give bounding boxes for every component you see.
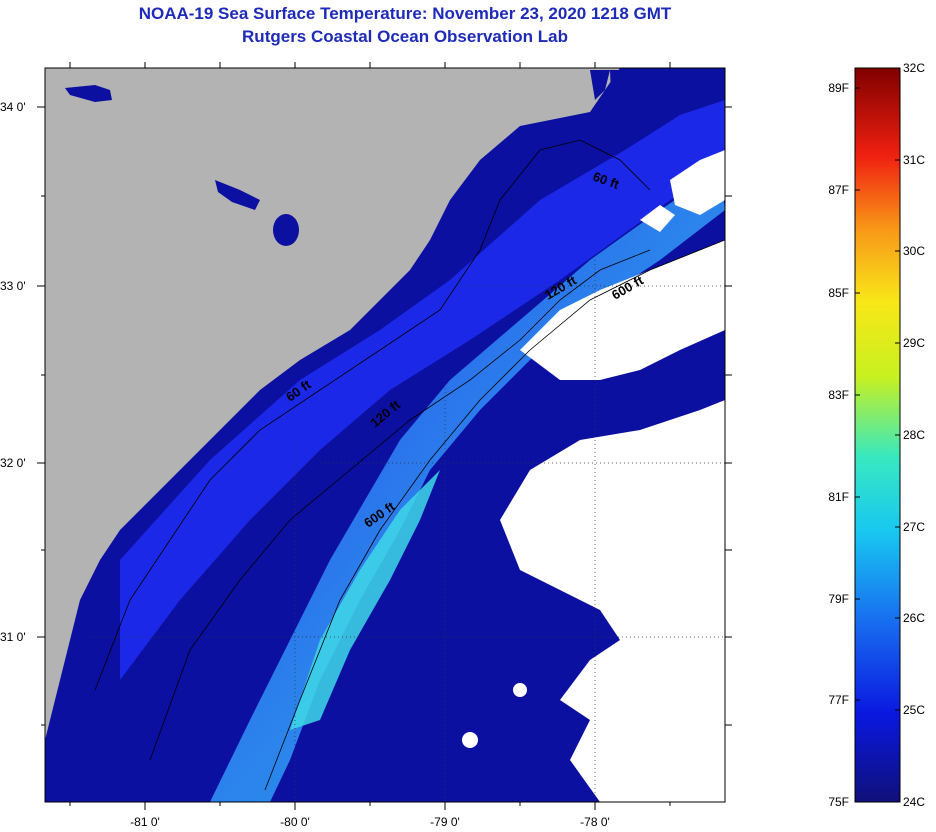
colorbar-f-label: 75F <box>828 795 849 809</box>
lon-tick-label: -79 0' <box>430 815 460 829</box>
colorbar-c-label: 26C <box>903 611 925 625</box>
sound-water <box>610 70 640 120</box>
colorbar-f-label: 81F <box>828 490 849 504</box>
graticule <box>90 260 725 802</box>
colorbar-f-label: 83F <box>828 388 849 402</box>
colorbar-c-label: 31C <box>903 153 925 167</box>
colorbar-c-label: 27C <box>903 520 925 534</box>
colorbar-f-label: 89F <box>828 81 849 95</box>
warm-core <box>290 470 440 730</box>
land-area <box>45 68 620 740</box>
lon-tick-label: -81 0' <box>130 815 160 829</box>
lat-tick-label: 34 0' <box>0 100 26 114</box>
inland-water <box>215 180 260 210</box>
lat-tick-label: 31 0' <box>0 630 26 644</box>
map-panel: 60 ft 120 ft 600 ft 60 ft 120 ft 600 ft <box>45 68 725 802</box>
lon-tick-label: -80 0' <box>280 815 310 829</box>
map-title: NOAA-19 Sea Surface Temperature: Novembe… <box>138 4 672 23</box>
colorbar-f-label: 85F <box>828 286 849 300</box>
inland-water <box>65 85 112 102</box>
colorbar-c-label: 29C <box>903 336 925 350</box>
cloud-cover <box>462 150 725 802</box>
lat-tick-label: 32 0' <box>0 456 26 470</box>
lake-marion <box>273 214 299 246</box>
gulf-stream-plume <box>210 170 725 802</box>
lon-tick-label: -78 0' <box>580 815 610 829</box>
colorbar-c-label: 24C <box>903 795 925 809</box>
colorbar-c-label: 30C <box>903 244 925 258</box>
colorbar-gradient <box>854 67 901 803</box>
temperature-colorbar: 89F 87F 85F 83F 81F 79F 77F 75F 32C 31C … <box>828 61 925 809</box>
bathymetry-contours <box>94 139 725 791</box>
sound-water <box>590 70 610 100</box>
colorbar-f-label: 77F <box>828 693 849 707</box>
colorbar-c-label: 28C <box>903 428 925 442</box>
colorbar-c-label: 25C <box>903 703 925 717</box>
lat-tick-label: 33 0' <box>0 279 26 293</box>
colorbar-f-label: 79F <box>828 592 849 606</box>
axis-ticks <box>37 62 732 810</box>
shelf-band <box>120 100 725 680</box>
colorbar-f-label: 87F <box>828 183 849 197</box>
colorbar-c-label: 32C <box>903 61 925 75</box>
map-subtitle: Rutgers Coastal Ocean Observation Lab <box>242 27 568 46</box>
map-frame <box>44 67 726 803</box>
